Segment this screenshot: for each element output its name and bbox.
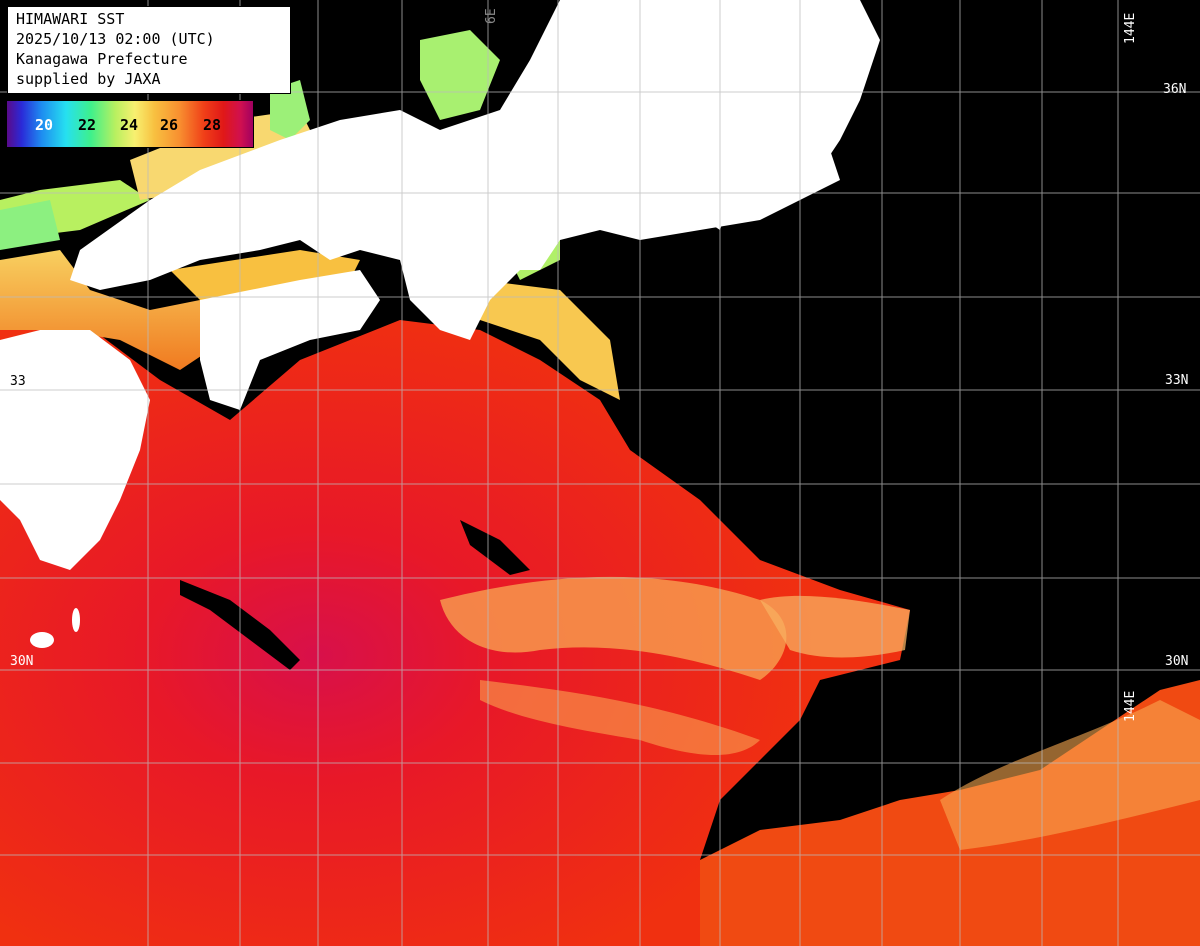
sst-coastal-band (270, 80, 310, 140)
land-boso (780, 150, 840, 200)
sst-warm-streak (760, 595, 910, 658)
map-region: Kanagawa Prefecture (16, 50, 188, 68)
grid-label-lon-144-top: 144E (1123, 12, 1138, 44)
no-data-streak (460, 520, 530, 575)
sst-warm-streak (480, 680, 760, 755)
legend-tick-label: 24 (120, 116, 139, 134)
legend-tick-label: 28 (203, 116, 222, 134)
grid-label-lat-33-left: 33 (10, 374, 26, 389)
sst-warm-streak (940, 700, 1200, 850)
land-island (72, 608, 80, 632)
sst-color-legend: 20 22 24 26 28 (6, 100, 254, 148)
map-info-box: HIMAWARI SST 2025/10/13 02:00 (UTC) Kana… (7, 6, 291, 94)
legend-tick-label: 26 (160, 116, 179, 134)
map-title: HIMAWARI SST (16, 10, 125, 28)
map-timestamp: 2025/10/13 02:00 (UTC) (16, 30, 215, 48)
legend-tick-label: 22 (78, 116, 97, 134)
grid-label-lon-144-bottom: 144E (1123, 690, 1138, 722)
grid-label-lat-36: 36N (1163, 82, 1187, 97)
grid-label-lat-33: 33N (1165, 373, 1189, 388)
land-shikoku (200, 270, 380, 410)
sst-warm-streak (440, 576, 787, 680)
grid-label-lat-30: 30N (1165, 654, 1189, 669)
grid-label-lat-30-left: 30N (10, 654, 34, 669)
grid-label-lon-136: 6E (484, 8, 499, 24)
land-tanegashima (30, 632, 54, 648)
land-honshu (70, 0, 880, 340)
legend-tick-label: 20 (35, 116, 54, 134)
sst-coastal-band (480, 280, 620, 400)
sst-coastal-band (130, 110, 320, 200)
sst-coastal-band (0, 200, 60, 250)
sst-coastal-band (420, 30, 500, 120)
map-credit: supplied by JAXA (16, 70, 161, 88)
sst-coastal-band (0, 250, 240, 370)
land-izu-peninsula (700, 170, 730, 230)
